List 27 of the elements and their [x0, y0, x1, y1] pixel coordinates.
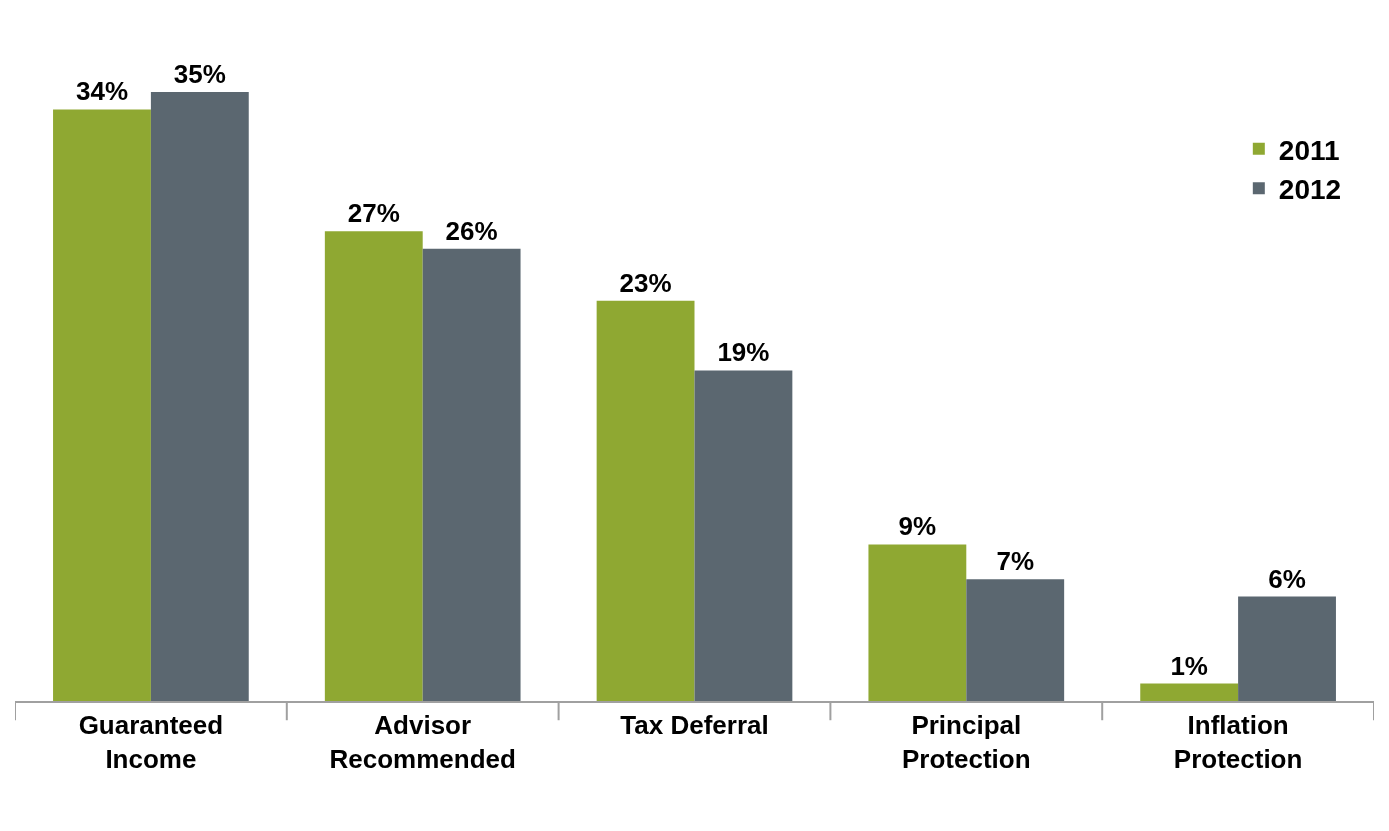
data-label: 9% [898, 511, 937, 542]
bar [53, 109, 151, 701]
x-tick-label: Inflation Protection [1173, 710, 1303, 774]
bar [324, 231, 423, 701]
legend-label: 2012 [1278, 174, 1342, 206]
bar [694, 370, 793, 701]
data-label: 34% [75, 76, 128, 107]
data-label: 27% [347, 198, 400, 229]
data-label: 35% [173, 59, 226, 90]
data-label: 6% [1268, 563, 1306, 594]
legend-label: 2011 [1278, 134, 1340, 166]
x-tick-label: Tax Deferral [620, 710, 769, 741]
data-label: 23% [619, 267, 672, 298]
x-tick-label: Advisor Recommended [329, 710, 516, 774]
bar [1238, 596, 1336, 701]
x-tick-label: Principal Protection [902, 710, 1031, 774]
bar [596, 300, 695, 701]
data-label: 19% [717, 337, 770, 368]
bar [966, 579, 1065, 701]
data-label: 1% [1170, 650, 1208, 681]
bar [1140, 683, 1239, 701]
data-label: 26% [445, 215, 498, 246]
bar [150, 92, 249, 701]
x-tick-label: Guaranteed Income [78, 710, 224, 774]
bar [422, 248, 521, 701]
data-label: 7% [996, 546, 1035, 577]
bar [868, 544, 967, 701]
